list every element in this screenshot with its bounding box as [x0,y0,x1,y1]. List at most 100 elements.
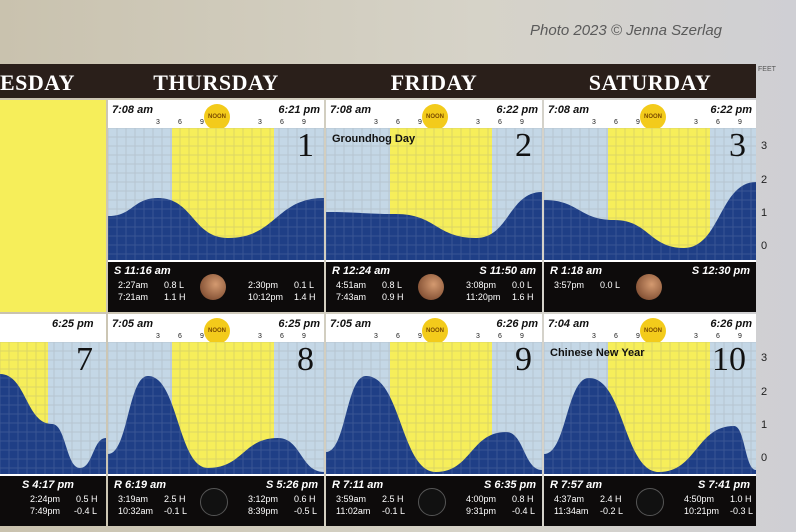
hour-tick-label: 6 [178,119,182,126]
hour-tick-label: 6 [716,333,720,340]
hour-tick-label: 3 [258,333,262,340]
axis-label: 3 [761,352,768,364]
axis-label: 1 [761,207,768,219]
tide-entry: 3:08pm [466,280,497,290]
tide-entry: 0.8 L [164,280,185,290]
grid-lines [326,128,542,260]
hour-tick-label: 3 [476,333,480,340]
hour-tick-label: 3 [592,119,596,126]
axis-label: 2 [761,174,768,186]
tide-entry: 3:57pm [554,280,585,290]
moonrise-label: S 11:16 am [114,265,171,277]
moonset-label: S 7:41 pm [698,479,750,491]
tide-entry: -0.1 L [164,506,188,516]
day-header-band [0,64,756,98]
axis-label: 0 [761,452,768,464]
hour-tick-label: 9 [738,119,742,126]
hour-tick-label: 9 [302,119,306,126]
hour-tick-label: 9 [418,333,422,340]
tide-entry: -0.2 L [600,506,624,516]
tide-entry: 4:51am [336,280,367,290]
tide-chart [0,342,106,474]
tide-entry: 2.5 H [382,494,404,504]
tide-entry: 7:43am [336,292,367,302]
grid-lines [108,128,324,260]
hour-tick-label: 6 [716,119,720,126]
day-number: 9 [515,341,532,378]
noon-sun-icon: NOON [204,318,230,344]
tide-entry: 10:32am [118,506,154,516]
hour-tick-label: 9 [418,119,422,126]
moon-phase-icon [418,274,444,300]
axis-label: 2 [761,386,768,398]
sunrise-time: 7:08 am [330,104,371,116]
sunset-time: 6:22 pm [496,104,538,116]
tide-entry: 10:21pm [684,506,720,516]
moonset-label: S 12:30 pm [691,265,750,277]
tide-chart [544,342,756,474]
grid-lines [544,128,756,260]
sunrise-time: 7:08 am [112,104,153,116]
tide-entry: -0.4 L [74,506,98,516]
tide-entry: 3:19am [118,494,149,504]
hour-tick-label: 3 [374,333,378,340]
day-header-friday: FRIDAY [390,70,478,95]
tide-chart [108,128,324,260]
hour-tick-label: 6 [280,119,284,126]
tide-entry: 7:21am [118,292,149,302]
axis-label: 0 [761,240,768,252]
tide-entry: 3:12pm [248,494,279,504]
tide-entry: 2.5 H [164,494,186,504]
moonset-label: S 11:50 am [479,265,536,277]
hour-tick-label: 9 [200,333,204,340]
sunrise-time: 7:08 am [548,104,589,116]
hour-tick-label: 9 [636,333,640,340]
tide-entry: 2.4 H [600,494,622,504]
sunset-time: 6:26 pm [710,318,752,330]
tide-entry: 0.5 H [76,494,98,504]
noon-sun-icon: NOON [422,104,448,130]
hour-tick-label: 6 [396,333,400,340]
moonrise-label: R 7:57 am [550,479,602,491]
hour-tick-label: 3 [476,119,480,126]
hour-tick-label: 6 [178,333,182,340]
tide-entry: 0.8 L [382,280,403,290]
hour-tick-label: 3 [374,119,378,126]
holiday-label: Chinese New Year [550,347,645,359]
hour-tick-label: 6 [498,119,502,126]
tide-entry: 11:34am [554,506,589,516]
tide-entry: 8:39pm [248,506,279,516]
sunset-time: 6:25 pm [52,318,94,330]
tide-entry: -0.5 L [294,506,318,516]
sunset-time: 6:22 pm [710,104,752,116]
sunset-time: 6:26 pm [496,318,538,330]
moonset-label: S 4:17 pm [22,479,74,491]
tide-entry: 0.8 H [512,494,534,504]
day-number: 8 [297,341,314,378]
moon-phase-icon [418,488,446,516]
tide-chart [544,128,756,260]
tide-entry: 0.0 L [600,280,621,290]
moon-phase-icon [200,274,226,300]
tide-entry: 2:24pm [30,494,61,504]
sunrise-time: 7:05 am [112,318,153,330]
hour-tick-label: 3 [258,119,262,126]
noon-sun-icon: NOON [640,104,666,130]
tide-entry: 1.4 H [294,292,316,302]
day-header-tuesday: ESDAY [0,70,76,95]
tide-water [326,192,542,260]
day-header-saturday: SATURDAY [588,70,712,95]
tide-water [0,374,106,474]
hour-tick-label: 3 [694,119,698,126]
tide-water [544,182,756,260]
moonrise-label: R 12:24 am [332,265,391,277]
water-grid [108,128,324,260]
day-number: 7 [76,341,93,378]
tide-entry: 10:12pm [248,292,284,302]
moonrise-label: R 7:11 am [332,479,384,491]
tide-entry: 4:50pm [684,494,715,504]
tide-entry: 0.6 H [294,494,316,504]
hour-tick-label: 3 [592,333,596,340]
sunrise-time: 7:04 am [548,318,589,330]
tide-chart [326,342,542,474]
